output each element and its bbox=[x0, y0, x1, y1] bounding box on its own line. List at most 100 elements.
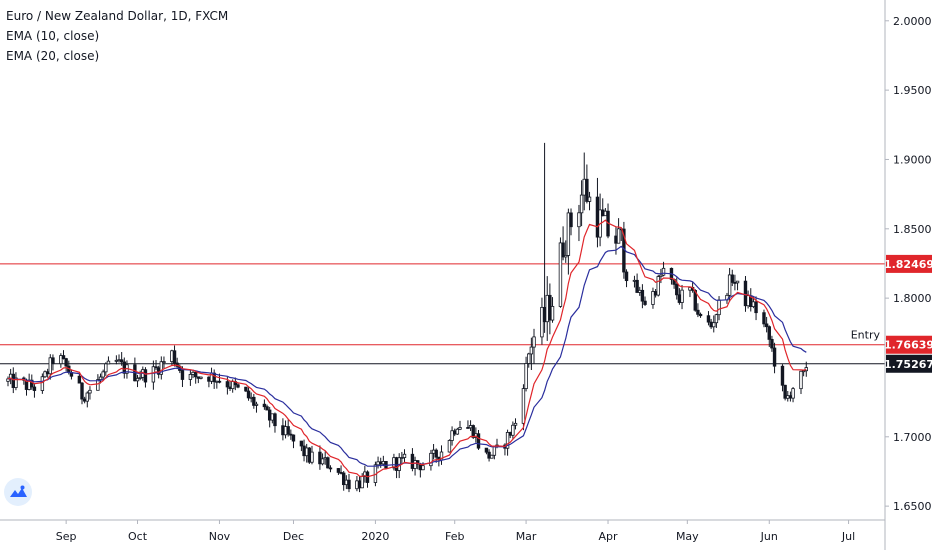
candle bbox=[119, 352, 124, 366]
candle bbox=[252, 393, 256, 409]
candle bbox=[265, 404, 269, 411]
y-tick-label: 1.90000 bbox=[893, 153, 932, 166]
y-tick-label: 1.65000 bbox=[893, 500, 932, 513]
candle bbox=[199, 376, 203, 380]
candle bbox=[698, 312, 703, 318]
candle bbox=[6, 376, 10, 387]
x-tick-label: Jul bbox=[841, 530, 855, 543]
candle bbox=[727, 267, 732, 302]
candle bbox=[532, 328, 536, 364]
candle bbox=[299, 440, 304, 452]
x-tick-label: Apr bbox=[599, 530, 619, 543]
candle bbox=[96, 374, 100, 391]
candle bbox=[680, 284, 684, 310]
candle bbox=[320, 453, 325, 466]
candle bbox=[326, 456, 330, 469]
candle bbox=[40, 373, 45, 394]
x-tick-label: Nov bbox=[209, 530, 231, 543]
candle bbox=[244, 386, 248, 393]
candle bbox=[307, 447, 312, 464]
candle bbox=[286, 419, 290, 437]
candle bbox=[693, 289, 697, 312]
x-tick-label: 2020 bbox=[361, 530, 389, 543]
candle bbox=[212, 369, 216, 389]
candle bbox=[635, 273, 639, 294]
candle bbox=[172, 345, 177, 367]
candle bbox=[511, 421, 515, 439]
candle bbox=[772, 342, 777, 374]
candle bbox=[416, 460, 420, 470]
candle bbox=[458, 420, 462, 431]
candle bbox=[569, 208, 573, 236]
candle bbox=[341, 471, 346, 491]
y-tick-label: 1.95000 bbox=[893, 84, 932, 97]
candle bbox=[490, 454, 494, 459]
candle bbox=[566, 208, 571, 275]
x-tick-label: May bbox=[676, 530, 699, 543]
candle bbox=[143, 367, 148, 388]
candle bbox=[585, 164, 589, 204]
x-tick-label: Mar bbox=[516, 530, 537, 543]
candle bbox=[735, 280, 740, 291]
candle bbox=[64, 357, 68, 372]
price-tag-label: 1.76639 bbox=[884, 339, 932, 352]
candle bbox=[80, 382, 84, 405]
candle bbox=[640, 284, 645, 309]
candle bbox=[706, 311, 711, 326]
candle bbox=[14, 372, 18, 391]
legend-ema-20: EMA (20, close) bbox=[6, 49, 100, 63]
legend-ema-10: EMA (10, close) bbox=[6, 29, 100, 43]
candle bbox=[154, 360, 158, 371]
candle bbox=[77, 372, 82, 384]
candle bbox=[434, 448, 438, 463]
candle bbox=[656, 274, 660, 297]
price-tag-label: 1.82469 bbox=[884, 258, 932, 271]
x-tick-label: Feb bbox=[445, 530, 464, 543]
candle bbox=[675, 277, 679, 300]
candle bbox=[801, 369, 806, 377]
candle bbox=[540, 297, 544, 345]
candle bbox=[564, 240, 568, 263]
candle bbox=[624, 269, 629, 288]
candle bbox=[254, 401, 259, 413]
candle bbox=[712, 315, 716, 333]
tradingview-logo-icon[interactable] bbox=[4, 478, 32, 506]
candle bbox=[310, 445, 314, 465]
candle bbox=[783, 384, 787, 401]
level-label: Entry bbox=[851, 329, 881, 342]
price-tags: 1.82469 1.76639 1.75267 bbox=[884, 254, 932, 373]
x-tick-label: Dec bbox=[283, 530, 304, 543]
candle bbox=[400, 451, 404, 465]
candle bbox=[476, 429, 481, 450]
y-tick-label: 2.00000 bbox=[893, 15, 932, 28]
candle bbox=[162, 356, 166, 369]
ema-10-line bbox=[7, 219, 807, 478]
candle bbox=[106, 356, 111, 365]
candle bbox=[730, 269, 734, 287]
candle bbox=[236, 382, 240, 389]
candle bbox=[529, 337, 534, 371]
candle bbox=[767, 325, 771, 348]
candle bbox=[262, 399, 267, 410]
candle bbox=[429, 449, 433, 471]
candle bbox=[579, 180, 584, 227]
candle bbox=[43, 370, 47, 378]
candle bbox=[661, 261, 666, 277]
candle bbox=[651, 287, 655, 309]
candle bbox=[336, 468, 341, 475]
candle bbox=[804, 361, 808, 377]
candle bbox=[764, 316, 769, 333]
candle bbox=[402, 449, 407, 463]
candle bbox=[743, 276, 748, 312]
candle bbox=[561, 226, 565, 261]
x-tick-label: Sep bbox=[56, 530, 77, 543]
time-axis: Sep Oct Nov Dec 2020 Feb Mar Apr May Jun Jul bbox=[56, 520, 855, 543]
candle bbox=[770, 335, 774, 352]
candle bbox=[193, 371, 198, 384]
candle bbox=[455, 427, 460, 435]
candle bbox=[138, 370, 142, 381]
x-tick-label: Oct bbox=[128, 530, 148, 543]
candle bbox=[524, 356, 528, 392]
candle bbox=[799, 370, 803, 395]
